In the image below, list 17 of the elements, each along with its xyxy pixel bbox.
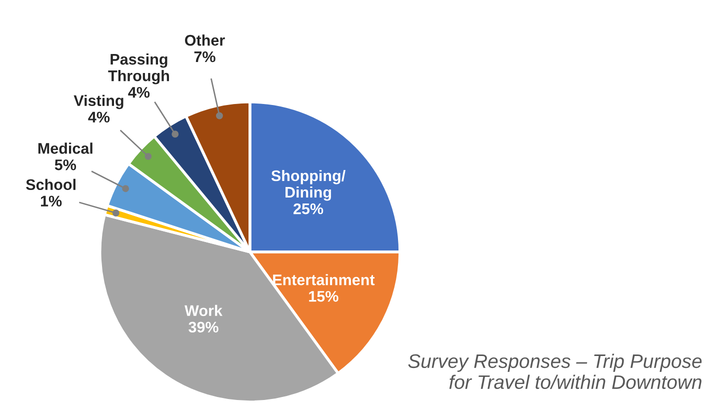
- data-label: 25%: [294, 203, 324, 214]
- data-label: 15%: [309, 290, 338, 302]
- slice-label: Passing Through: [108, 53, 169, 84]
- text: Survey Responses – Trip Purpose for Travel to/within Downtown: [408, 354, 702, 390]
- slice-label: Shopping/ Dining: [271, 170, 346, 201]
- data-label: 4%: [128, 86, 150, 98]
- slice-label: Entertainment: [273, 274, 375, 286]
- slice-label: Other: [184, 34, 225, 46]
- data-label: 39%: [188, 322, 218, 333]
- data-label: 1%: [40, 196, 62, 206]
- slice-label: Medical: [38, 142, 92, 154]
- data-label: 7%: [194, 51, 216, 62]
- slice-label: Visting: [74, 94, 124, 110]
- slice-label: Work: [184, 304, 222, 316]
- slice-label: School: [26, 178, 76, 190]
- data-label: 4%: [88, 112, 110, 123]
- data-label: 5%: [54, 159, 76, 170]
